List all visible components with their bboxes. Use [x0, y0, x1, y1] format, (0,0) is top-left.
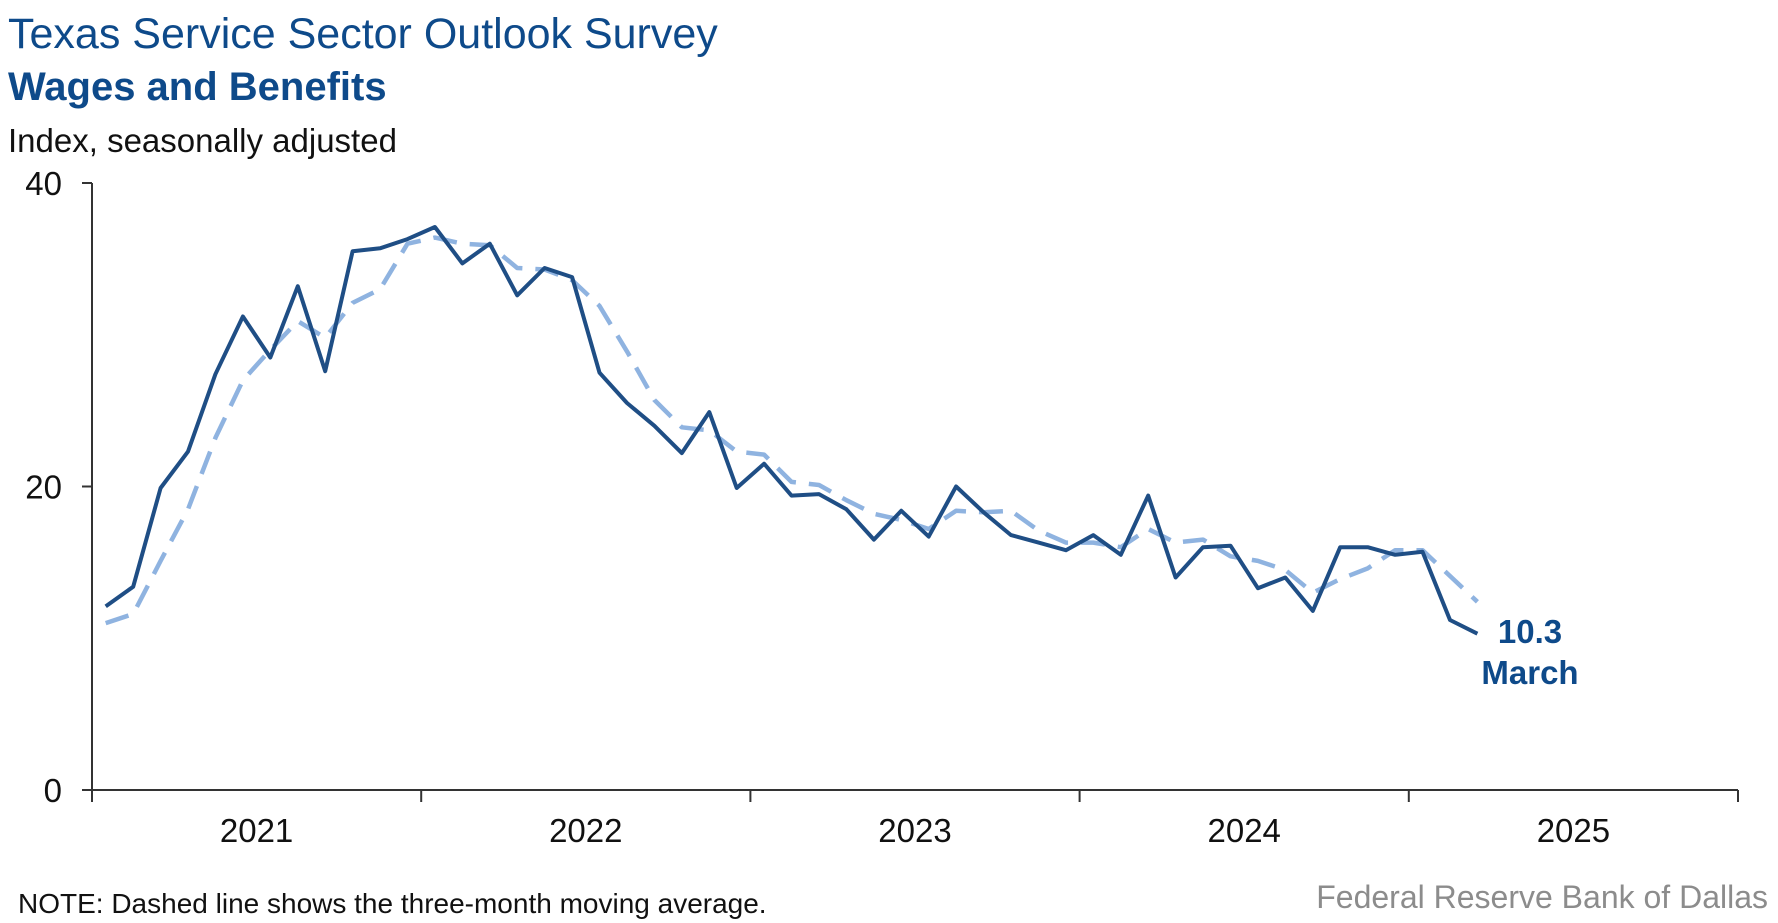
x-tick-label: 2023: [878, 812, 951, 849]
chart-note: NOTE: Dashed line shows the three-month …: [18, 888, 767, 919]
chart-title: Texas Service Sector Outlook Survey: [8, 10, 718, 58]
x-tick-label: 2024: [1207, 812, 1280, 849]
y-tick-label: 40: [25, 165, 62, 202]
annotation-label: March: [1481, 654, 1578, 691]
y-tick-label: 20: [25, 469, 62, 506]
moving-average-line: [104, 235, 1479, 626]
chart-subtitle: Wages and Benefits: [8, 65, 387, 109]
y-axis-label: Index, seasonally adjusted: [8, 122, 397, 159]
chart-source: Federal Reserve Bank of Dallas: [1316, 879, 1768, 915]
x-tick-label: 2022: [549, 812, 622, 849]
series-layer: [104, 225, 1479, 636]
x-tick-label: 2025: [1537, 812, 1610, 849]
annotation-value: 10.3: [1498, 613, 1562, 650]
monthly-index-line: [104, 225, 1479, 636]
x-tick-label: 2021: [220, 812, 293, 849]
y-tick-label: 0: [44, 772, 62, 809]
axes: 0 20 40 2021 2022 2023 2024 2025: [25, 165, 1739, 849]
